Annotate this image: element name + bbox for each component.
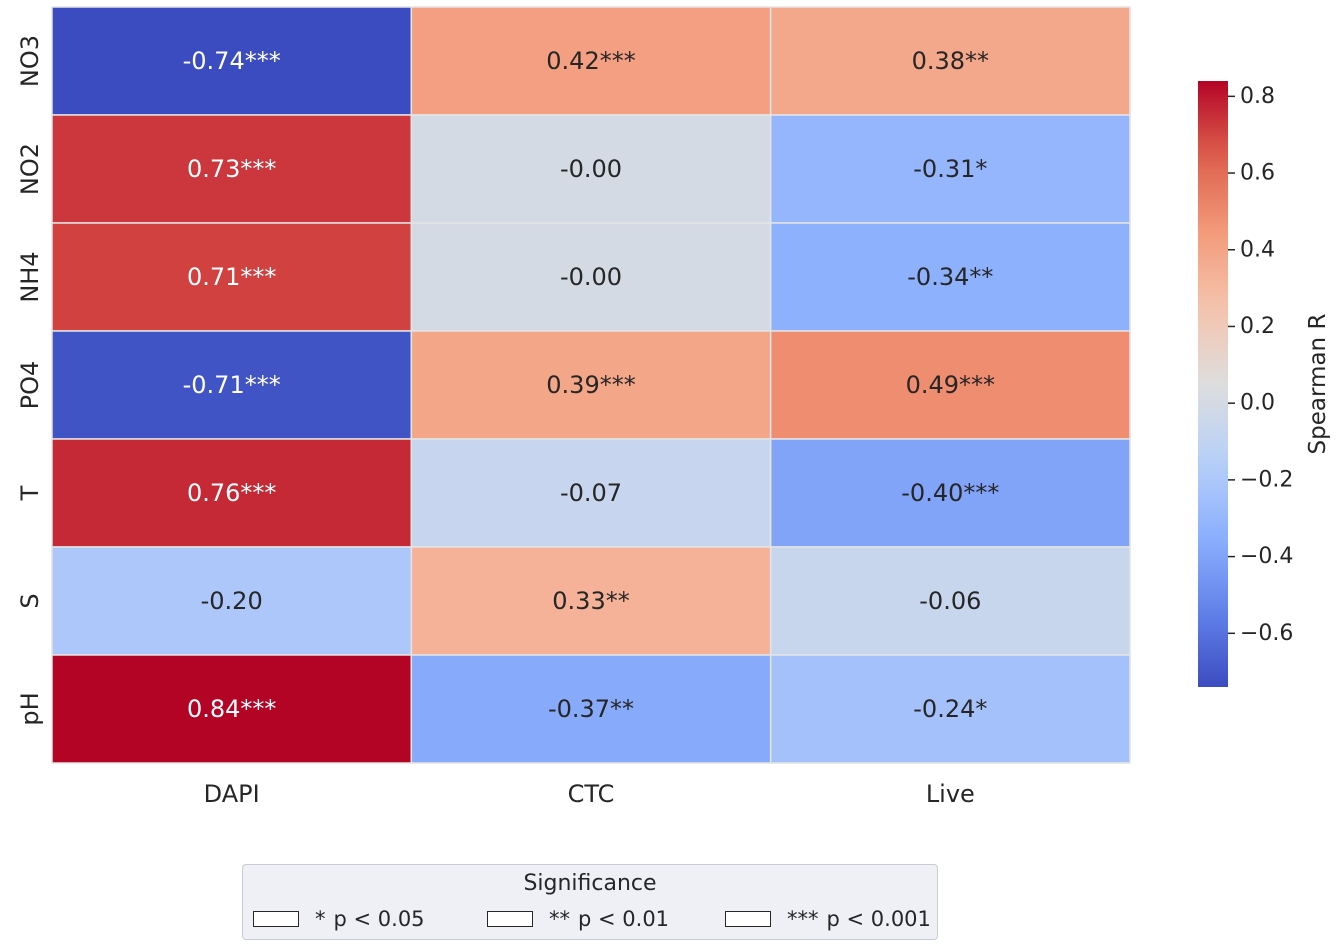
heatmap-cell [769,546,1131,656]
legend-swatch [253,911,299,927]
cell-annotation: 0.42*** [546,47,635,75]
heatmap-cell [51,438,413,548]
row-tick-label: PO4 [16,361,44,410]
cell-annotation: 0.73*** [187,155,276,183]
cell-annotation: -0.40*** [901,479,999,507]
heatmap-cell [769,654,1131,764]
heatmap-cell [51,114,413,224]
legend-label: p < 0.05 [333,907,425,931]
legend-label: p < 0.01 [578,907,670,931]
column-tick-label: CTC [568,780,615,808]
heatmap-cell [51,330,413,440]
legend-swatch [725,911,771,927]
colorbar-tick-label: 0.4 [1240,237,1275,262]
cell-annotation: -0.07 [560,479,622,507]
significance-legend: Significance * p < 0.05 ** p < 0.01 *** … [242,864,938,940]
heatmap-cell [51,654,413,764]
colorbar-tick-label: 0.2 [1240,314,1275,339]
row-tick-label: pH [16,692,44,725]
cell-annotation: 0.71*** [187,263,276,291]
cell-annotation: 0.38** [912,47,989,75]
cell-annotation: -0.24* [913,695,987,723]
row-tick-label: NO2 [16,143,44,195]
colorbar-tick-label: 0.8 [1240,84,1275,109]
colorbar-tick-label: −0.4 [1240,544,1293,569]
cell-annotation: 0.49*** [906,371,995,399]
heatmap-cells: -0.74*** 0.42*** 0.38** 0.73*** -0.00 -0.31* 0… [51,6,1131,764]
heatmap-cell [769,114,1131,224]
cell-annotation: -0.06 [919,587,981,615]
legend-title: Significance [523,871,657,896]
colorbar-ticks: 0.8 0.6 0.4 0.2 0.0 −0.2 −0.4 −0.6 [1228,84,1293,646]
colorbar-tick-label: 0.6 [1240,161,1275,186]
cell-annotation: -0.74*** [183,47,281,75]
heatmap-cell [769,330,1131,440]
cell-annotation: 0.33** [552,587,629,615]
heatmap-cell [410,6,772,116]
cell-annotation: -0.00 [560,263,622,291]
row-tick-label: T [16,485,44,501]
row-tick-label: NO3 [16,35,44,87]
colorbar-tick-label: −0.2 [1240,467,1293,492]
column-tick-labels: DAPI CTC Live [204,780,975,808]
heatmap-cell [410,438,772,548]
cell-annotation: -0.00 [560,155,622,183]
colorbar-tick-label: 0.0 [1240,391,1275,416]
cell-annotation: -0.20 [201,587,263,615]
colorbar-gradient [1198,81,1228,687]
cell-annotation: -0.71*** [183,371,281,399]
cell-annotation: 0.76*** [187,479,276,507]
heatmap-cell [51,6,413,116]
heatmap-cell [410,654,772,764]
heatmap-cell [51,546,413,656]
colorbar-label: Spearman R [1305,314,1331,455]
heatmap-cell [410,114,772,224]
legend-stars: * [315,907,326,931]
heatmap-cell [410,222,772,332]
heatmap-cell [769,6,1131,116]
row-tick-label: NH4 [16,251,44,302]
legend-stars: *** [787,907,819,931]
legend-item-p01: ** p < 0.01 [487,907,669,931]
column-tick-label: Live [926,780,975,808]
cell-annotation: 0.39*** [546,371,635,399]
colorbar-tick-label: −0.6 [1240,621,1293,646]
heatmap-cell [769,438,1131,548]
colorbar: 0.8 0.6 0.4 0.2 0.0 −0.2 −0.4 −0.6 Spearman R [1198,81,1331,687]
cell-annotation: 0.84*** [187,695,276,723]
column-tick-label: DAPI [204,780,260,808]
legend-swatch [487,911,533,927]
row-tick-labels: NO3 NO2 NH4 PO4 T SpH [16,35,44,726]
legend-item-p05: * p < 0.05 [253,907,425,931]
legend-item-p001: *** p < 0.001 [725,907,931,931]
cell-annotation: -0.34** [907,263,993,291]
legend-label: p < 0.001 [826,907,931,931]
legend-stars: ** [549,907,570,931]
heatmap-cell [410,546,772,656]
cell-annotation: -0.37** [548,695,634,723]
row-tick-label: S [16,593,44,608]
cell-annotation: -0.31* [913,155,987,183]
